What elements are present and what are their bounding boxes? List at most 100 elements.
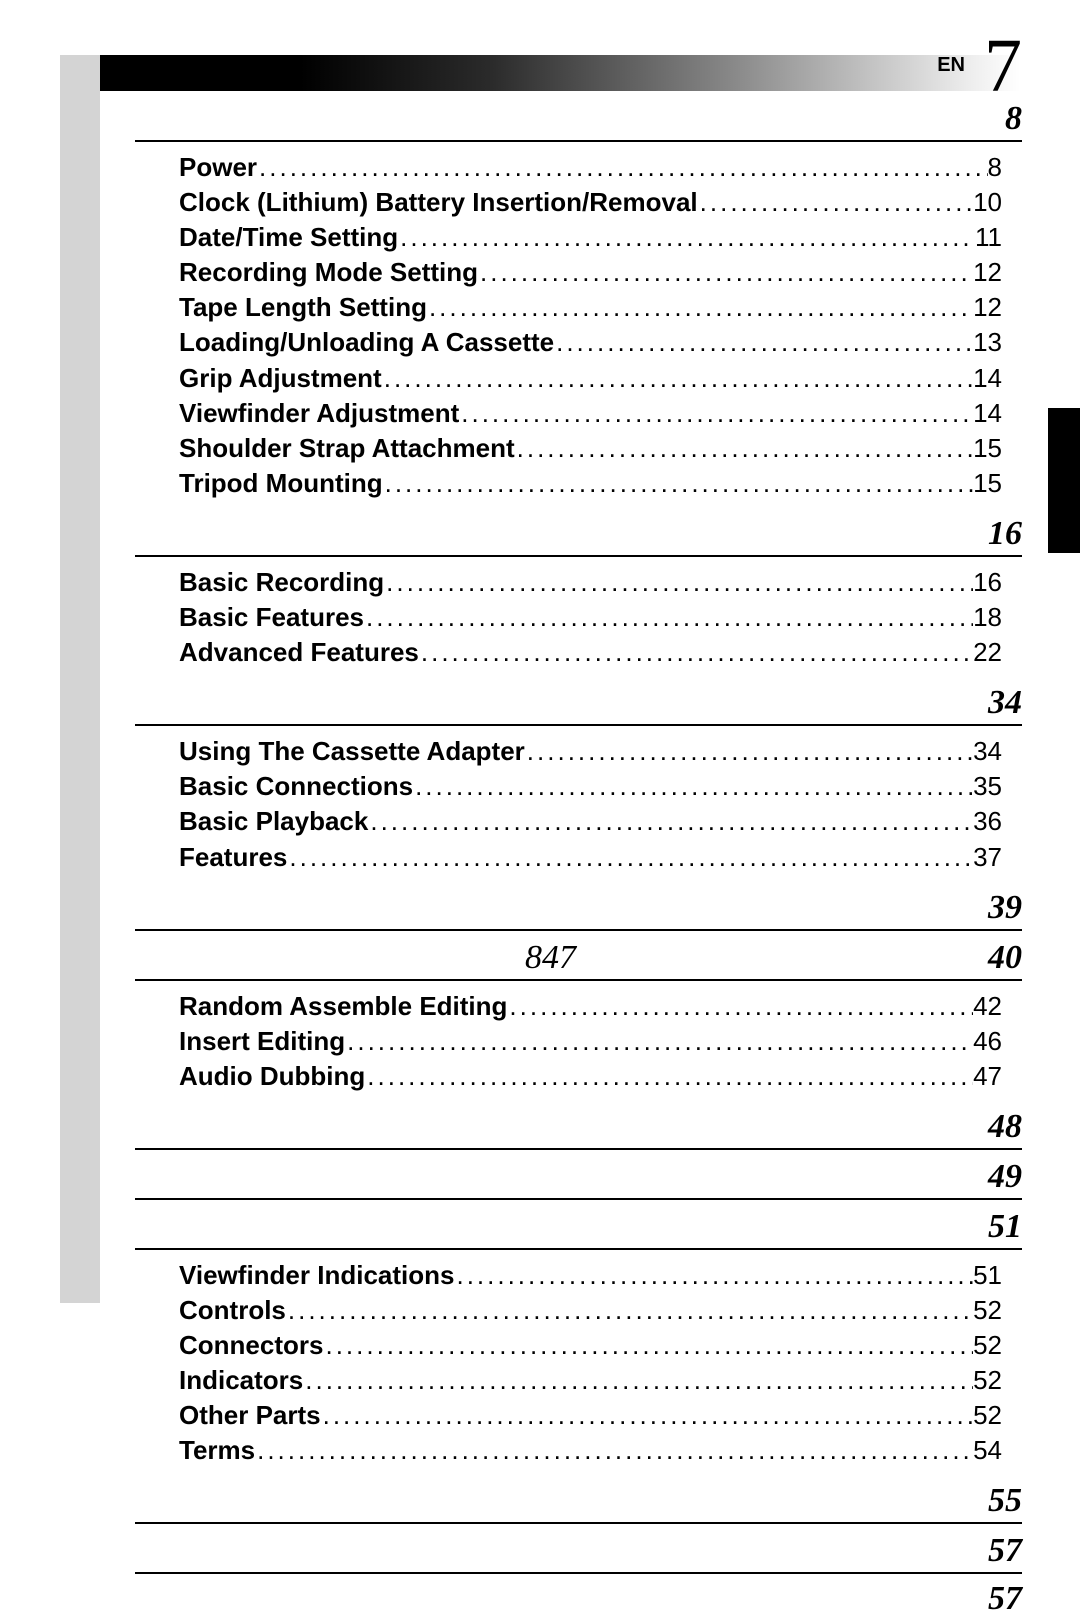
toc-entry-page: 51 — [973, 1258, 1022, 1293]
toc-entry: Random Assemble Editing.................… — [135, 989, 1022, 1024]
toc-entry: Other Parts.............................… — [135, 1398, 1022, 1433]
toc-entry-leader: ........................................… — [383, 466, 973, 501]
toc-entry-page: 54 — [973, 1433, 1022, 1468]
toc-entry: Viewfinder Indications..................… — [135, 1258, 1022, 1293]
toc-entry-leader: ........................................… — [257, 150, 988, 185]
toc-content: 8 Power..................................… — [135, 96, 1022, 1620]
section-page-number: 57 — [135, 1580, 1022, 1618]
section-page-number: 34 — [135, 684, 1022, 722]
section-page-number: 8 — [135, 100, 1022, 138]
toc-entry-label: Connectors — [179, 1328, 323, 1363]
section-page-number: 49 — [135, 1158, 1022, 1196]
toc-entry: Clock (Lithium) Battery Insertion/Remova… — [135, 185, 1022, 220]
toc-entry: Recording Mode Setting..................… — [135, 255, 1022, 290]
toc-entry: Insert Editing..........................… — [135, 1024, 1022, 1059]
toc-entry-label: Viewfinder Adjustment — [179, 396, 459, 431]
toc-entry-label: Tape Length Setting — [179, 290, 427, 325]
toc-entry-page: 13 — [973, 325, 1022, 360]
toc-entry-page: 34 — [973, 734, 1022, 769]
toc-entry-page: 46 — [973, 1024, 1022, 1059]
toc-entry: Terms...................................… — [135, 1433, 1022, 1468]
toc-entry: Using The Cassette Adapter..............… — [135, 734, 1022, 769]
toc-entry-leader: ........................................… — [478, 255, 973, 290]
left-grey-bar — [60, 55, 100, 1303]
section-page-number: 57 — [135, 1532, 1022, 1570]
toc-entry-label: Indicators — [179, 1363, 303, 1398]
section-rule — [135, 140, 1022, 142]
toc-entry-label: Power — [179, 150, 257, 185]
toc-entry-page: 42 — [973, 989, 1022, 1024]
toc-entry: Shoulder Strap Attachment...............… — [135, 431, 1022, 466]
toc-entry-page: 12 — [973, 255, 1022, 290]
toc-entry-label: Advanced Features — [179, 635, 419, 670]
toc-entry-leader: ........................................… — [454, 1258, 973, 1293]
toc-entry: Date/Time Setting.......................… — [135, 220, 1022, 255]
toc-entry-leader: ........................................… — [286, 1293, 973, 1328]
toc-entry-leader: ........................................… — [365, 1059, 973, 1094]
toc-entry-leader: ........................................… — [287, 840, 973, 875]
toc-entry-label: Shoulder Strap Attachment — [179, 431, 515, 466]
toc-entry-page: 36 — [973, 804, 1022, 839]
toc-entry: Power...................................… — [135, 150, 1022, 185]
toc-entry-label: Insert Editing — [179, 1024, 345, 1059]
toc-entry-label: Basic Recording — [179, 565, 384, 600]
toc-entry-label: Grip Adjustment — [179, 361, 382, 396]
toc-entry: Grip Adjustment.........................… — [135, 361, 1022, 396]
toc-entry-label: Loading/Unloading A Cassette — [179, 325, 554, 360]
toc-entry-leader: ........................................… — [364, 600, 973, 635]
toc-entry-page: 52 — [973, 1293, 1022, 1328]
toc-entry-label: Other Parts — [179, 1398, 321, 1433]
toc-entry-page: 52 — [973, 1328, 1022, 1363]
section-rule — [135, 1522, 1022, 1524]
toc-entry-page: 11 — [975, 220, 1022, 255]
toc-entry-leader: ........................................… — [419, 635, 973, 670]
toc-entry: Connectors..............................… — [135, 1328, 1022, 1363]
toc-entry-label: Controls — [179, 1293, 286, 1328]
toc-entry-label: Clock (Lithium) Battery Insertion/Remova… — [179, 185, 698, 220]
toc-entry-page: 52 — [973, 1363, 1022, 1398]
toc-entry-page: 14 — [973, 361, 1022, 396]
toc-entry-label: Basic Playback — [179, 804, 368, 839]
toc-entry: Basic Features..........................… — [135, 600, 1022, 635]
toc-entry-page: 16 — [973, 565, 1022, 600]
toc-entry-leader: ........................................… — [698, 185, 973, 220]
page-lang-label: EN — [937, 54, 965, 77]
toc-entry-page: 47 — [973, 1059, 1022, 1094]
toc-entry-label: Audio Dubbing — [179, 1059, 365, 1094]
toc-entry: Controls................................… — [135, 1293, 1022, 1328]
section-rule — [135, 1572, 1022, 1574]
toc-entry-page: 14 — [973, 396, 1022, 431]
toc-entry: Loading/Unloading A Cassette............… — [135, 325, 1022, 360]
section-model-text: 847 — [525, 939, 576, 977]
toc-entry-page: 37 — [973, 840, 1022, 875]
toc-entry-label: Basic Connections — [179, 769, 413, 804]
toc-entry: Basic Recording.........................… — [135, 565, 1022, 600]
toc-entry-leader: ........................................… — [345, 1024, 973, 1059]
toc-entry-page: 12 — [973, 290, 1022, 325]
section-rule — [135, 1248, 1022, 1250]
toc-entry-label: Recording Mode Setting — [179, 255, 478, 290]
toc-entry: Advanced Features.......................… — [135, 635, 1022, 670]
toc-entry-leader: ........................................… — [525, 734, 973, 769]
toc-entry-page: 15 — [973, 431, 1022, 466]
section-rule — [135, 929, 1022, 931]
toc-entry: Features................................… — [135, 840, 1022, 875]
toc-entry-page: 35 — [973, 769, 1022, 804]
toc-entry-page: 52 — [973, 1398, 1022, 1433]
toc-entry-leader: ........................................… — [459, 396, 973, 431]
section-page-number: 55 — [135, 1482, 1022, 1520]
toc-entry-label: Tripod Mounting — [179, 466, 383, 501]
toc-entry-label: Terms — [179, 1433, 255, 1468]
toc-entry-leader: ........................................… — [384, 565, 973, 600]
toc-entry: Indicators..............................… — [135, 1363, 1022, 1398]
toc-entry-page: 10 — [973, 185, 1022, 220]
section-page-number: 39 — [135, 889, 1022, 927]
toc-entry-leader: ........................................… — [382, 361, 973, 396]
toc-entry-leader: ........................................… — [255, 1433, 973, 1468]
toc-entry-leader: ........................................… — [303, 1363, 973, 1398]
toc-entry-leader: ........................................… — [427, 290, 973, 325]
section-rule — [135, 1148, 1022, 1150]
toc-entry: Audio Dubbing...........................… — [135, 1059, 1022, 1094]
toc-entry-page: 22 — [973, 635, 1022, 670]
toc-entry-label: Date/Time Setting — [179, 220, 398, 255]
